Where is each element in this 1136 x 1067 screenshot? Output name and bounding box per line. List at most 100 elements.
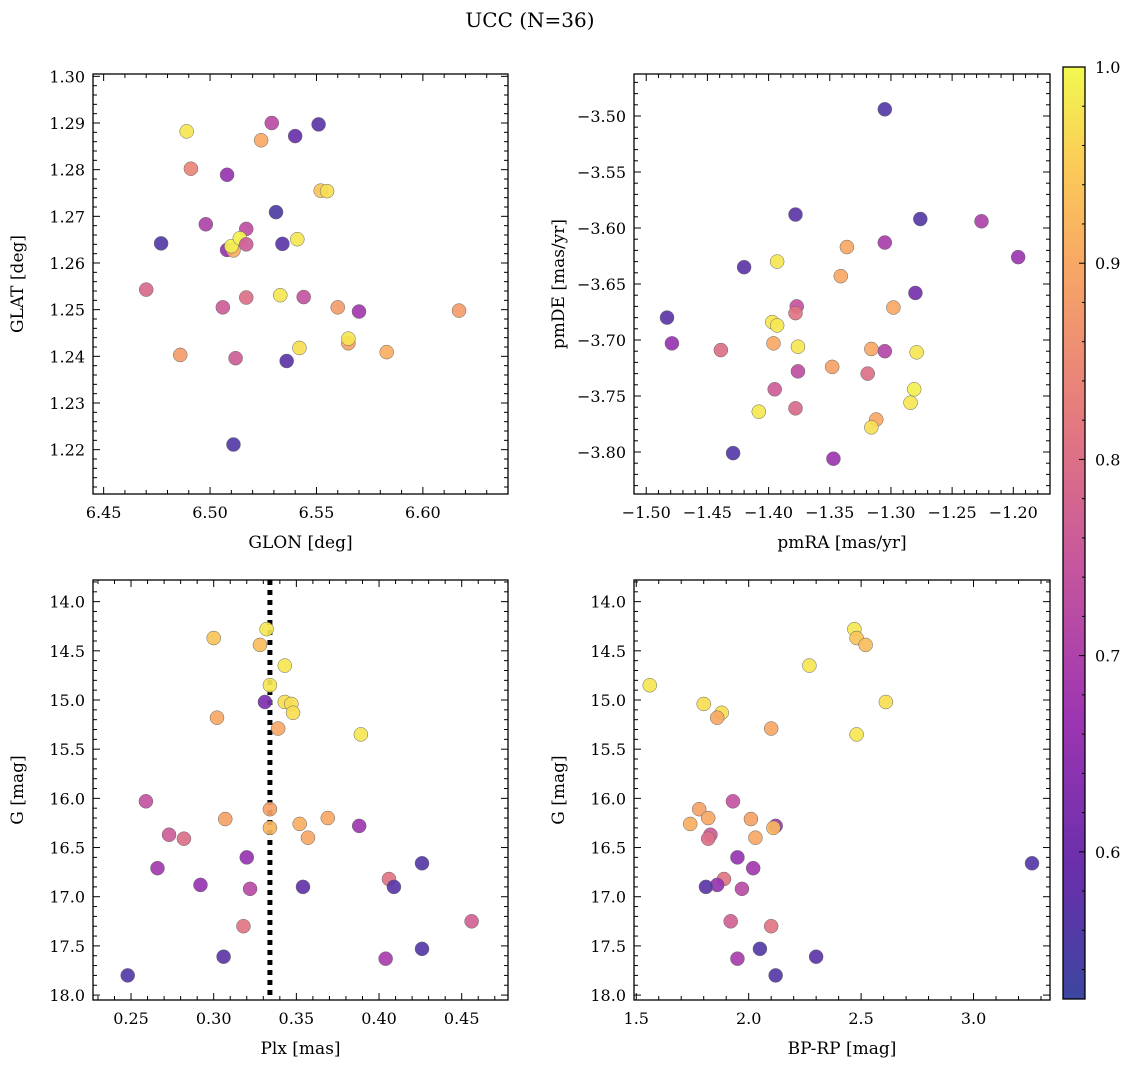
- x-tick-label: 0.45: [444, 1009, 480, 1028]
- y-tick-label: −3.80: [577, 443, 626, 462]
- data-point: [311, 117, 326, 132]
- x-tick-label: 0.30: [196, 1009, 232, 1028]
- data-point: [752, 941, 768, 957]
- data-point: [219, 167, 235, 183]
- data-point: [725, 794, 741, 809]
- plot-frame: [92, 73, 509, 495]
- data-point: [451, 303, 467, 318]
- data-point: [341, 331, 356, 346]
- data-point: [974, 214, 989, 229]
- x-tick-label: 0.35: [279, 1009, 315, 1028]
- data-point: [763, 918, 779, 934]
- data-point: [319, 183, 335, 199]
- data-point: [909, 345, 924, 360]
- x-axis-label: GLON [deg]: [248, 533, 352, 553]
- data-point: [414, 856, 430, 871]
- x-tick-label: 0.25: [113, 1009, 149, 1028]
- data-point: [198, 217, 214, 232]
- y-axis-label: GLAT [deg]: [8, 235, 28, 333]
- data-point: [864, 341, 879, 357]
- data-point: [1010, 249, 1026, 265]
- colorbar-tick-label: 0.7: [1095, 647, 1120, 666]
- data-point: [264, 115, 280, 131]
- data-point: [788, 401, 803, 416]
- x-tick-label: 6.50: [192, 503, 228, 522]
- data-point: [790, 339, 806, 354]
- data-point: [239, 850, 255, 865]
- data-point: [176, 831, 192, 846]
- x-tick-label: 6.55: [299, 503, 335, 522]
- colorbar-gradient: [1062, 66, 1086, 1000]
- y-tick-label: −3.55: [577, 163, 626, 182]
- data-point: [763, 721, 779, 736]
- data-point: [858, 637, 873, 653]
- data-point: [238, 290, 254, 305]
- data-point: [351, 304, 367, 319]
- data-point: [236, 918, 251, 934]
- data-point: [150, 860, 165, 876]
- data-point: [209, 710, 225, 725]
- figure-title: UCC (N=36): [465, 8, 594, 32]
- x-tick-label: −1.35: [805, 503, 854, 522]
- y-tick-label: 16.0: [49, 789, 85, 808]
- data-point: [725, 445, 741, 461]
- data-point: [379, 344, 394, 360]
- x-tick-label: −1.30: [866, 503, 915, 522]
- y-tick-label: 1.23: [49, 394, 85, 413]
- x-axis-label: BP-RP [mag]: [788, 1039, 897, 1059]
- panel-bprp-g: 1.5 2.0 2.5 3.0 14.0 14.5 15.0 15.5 16.0 16.5 17.0…: [549, 579, 1051, 1059]
- data-point: [788, 305, 803, 321]
- data-point: [903, 395, 918, 410]
- data-point: [252, 637, 268, 653]
- colorbar-tick-label: 1.0: [1095, 58, 1120, 77]
- data-point: [295, 879, 311, 895]
- y-tick-label: 14.0: [590, 593, 626, 612]
- data-point: [161, 827, 177, 843]
- data-point: [173, 347, 188, 363]
- data-point: [824, 359, 840, 375]
- x-axis-label: Plx [mas]: [260, 1039, 340, 1059]
- y-tick-label: 1.22: [49, 441, 85, 460]
- y-tick-label: 16.5: [49, 839, 85, 858]
- y-tick-label: 17.0: [49, 888, 85, 907]
- colorbar-tick-label: 0.8: [1095, 450, 1120, 469]
- data-point: [713, 342, 729, 358]
- y-tick-label: −3.70: [577, 331, 626, 350]
- data-point: [802, 658, 817, 673]
- data-point: [826, 451, 841, 466]
- data-point: [864, 420, 879, 435]
- data-point: [320, 810, 336, 826]
- data-point: [179, 124, 194, 139]
- y-tick-label: 14.0: [49, 593, 85, 612]
- data-point: [906, 382, 922, 397]
- x-tick-label: 6.60: [405, 503, 441, 522]
- y-tick-label: 16.0: [590, 789, 626, 808]
- y-tick-label: 16.5: [590, 839, 626, 858]
- y-axis-label: G [mag]: [549, 755, 569, 824]
- data-point: [849, 727, 864, 742]
- x-tick-label: 0.40: [361, 1009, 397, 1028]
- data-point: [378, 951, 393, 966]
- y-tick-label: 1.28: [49, 161, 85, 180]
- data-point: [691, 801, 707, 817]
- data-point: [745, 860, 761, 876]
- data-point: [285, 705, 301, 721]
- data-point: [353, 727, 369, 742]
- data-point: [464, 914, 479, 929]
- data-point: [262, 801, 278, 817]
- data-point: [238, 237, 254, 252]
- data-point: [860, 366, 875, 381]
- data-point: [788, 207, 803, 222]
- data-point: [270, 721, 286, 736]
- data-point: [664, 336, 680, 351]
- x-tick-label: −1.20: [989, 503, 1038, 522]
- y-tick-label: 1.26: [49, 254, 85, 273]
- x-axis-label: pmRA [mas/yr]: [777, 533, 906, 553]
- data-point: [723, 914, 738, 929]
- y-tick-label: −3.75: [577, 387, 626, 406]
- y-tick-label: 1.27: [49, 207, 85, 226]
- data-point: [273, 287, 288, 303]
- data-point: [262, 820, 278, 836]
- x-tick-label: −1.50: [622, 503, 671, 522]
